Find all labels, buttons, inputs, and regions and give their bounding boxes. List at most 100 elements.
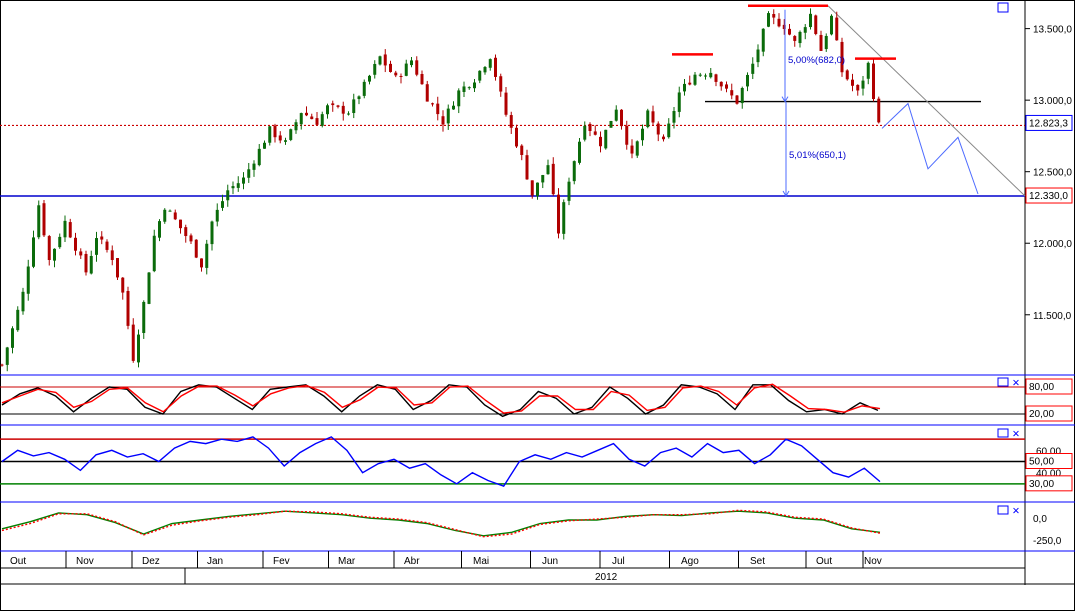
candle-down [835,17,839,41]
candle-up [221,201,224,208]
price-candles [0,8,881,372]
candle-up [299,113,303,125]
oscillator-close-icon[interactable]: ✕ [1012,506,1020,517]
candle-up [824,35,828,50]
month-label: Nov [864,556,882,567]
candle-down [840,41,844,73]
candle-down [116,258,119,278]
stoch-20-label: 20,00 [1029,409,1054,420]
candle-down [431,103,434,105]
candle-down [74,237,77,251]
last-price-label: 12.823,3 [1029,118,1068,129]
candle-up [89,255,93,274]
candle-up [163,209,167,222]
candle-up [641,128,644,141]
candle-down [331,103,335,106]
candle-up [326,105,329,115]
candle-down [415,60,419,75]
annotation-top: 5,00%(682,0) [788,55,845,66]
candle-up [357,96,361,100]
candle-down [599,136,602,147]
candle-up [362,81,366,96]
candle-down [515,127,518,147]
projection-path [881,102,979,195]
candle-down [79,251,83,256]
support-label-box [1025,187,1073,204]
candle-down [278,135,282,141]
candle-down [184,227,188,237]
rsi-tick-label: 40,00 [1036,469,1061,480]
candle-up [5,347,9,365]
candle-down [105,241,109,250]
candle-down [399,75,403,77]
candle-down [315,118,319,125]
rsi-maximize-icon[interactable] [997,428,1009,438]
candle-down [189,235,193,242]
candle-down [305,112,308,116]
price-tick-label: 12.500,0 [1033,168,1072,179]
candle-up [467,87,471,89]
candle-up [830,15,833,35]
candle-up [21,291,25,312]
candle-up [803,27,807,33]
candle-up [562,202,566,234]
candle-down [336,105,340,107]
candle-down [845,70,849,80]
candle-up [58,236,62,248]
stochastic-close-icon[interactable]: ✕ [1012,378,1020,389]
rsi-close-icon[interactable]: ✕ [1012,429,1020,440]
candle-up [205,243,209,268]
time-axis: Out Nov Dez Jan Fev Mar Abr Mai Jun Jul Ago Set Out N… [10,551,882,584]
month-label: Fev [273,556,290,567]
candle-up [704,75,707,77]
candle-up [231,186,235,189]
rsi-tick-label: 60,00 [1036,446,1061,457]
candle-up [347,113,350,115]
stoch-k-line [1,384,879,418]
price-panel-maximize-icon[interactable] [997,2,1009,13]
month-label: Ago [681,556,699,567]
candle-up [368,75,371,82]
trendline [827,5,1026,197]
candle-down [420,74,424,85]
candle-up [242,177,245,184]
candle-down [662,136,665,140]
candle-up [294,122,298,131]
candle-down [499,76,503,92]
price-tick-label: 12.000,0 [1033,239,1072,250]
month-label: Jul [612,556,625,567]
candle-up [95,238,98,255]
candle-up [147,272,151,304]
candle-down [719,81,723,87]
candle-down [200,258,203,268]
candle-up [767,13,770,27]
stoch-80-label: 80,00 [1029,382,1054,393]
stochastic-maximize-icon[interactable] [997,377,1009,387]
candle-up [152,235,156,272]
candle-down [620,109,623,127]
candle-up [352,99,356,114]
candle-up [236,183,240,188]
candle-up [646,110,650,128]
candle-up [320,114,324,126]
candle-up [446,108,450,124]
rsi-30-label-box [1025,475,1073,492]
candle-up [740,88,744,104]
candle-down [772,14,776,18]
month-label: Set [750,556,765,567]
candle-down [47,236,51,260]
candle-down [557,194,560,234]
candle-up [683,83,686,92]
candle-up [473,82,476,89]
osc-tick-label: 0,0 [1033,514,1047,525]
candle-up [536,182,539,197]
candle-down [383,54,387,66]
candle-down [68,222,72,238]
candle-down [509,115,513,128]
candle-down [310,116,314,120]
candle-up [215,209,219,222]
candle-down [782,24,786,30]
candle-up [572,161,576,182]
oscillator-maximize-icon[interactable] [997,505,1009,515]
candle-up [452,105,455,110]
